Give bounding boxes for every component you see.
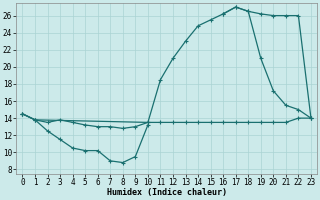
X-axis label: Humidex (Indice chaleur): Humidex (Indice chaleur): [107, 188, 227, 197]
